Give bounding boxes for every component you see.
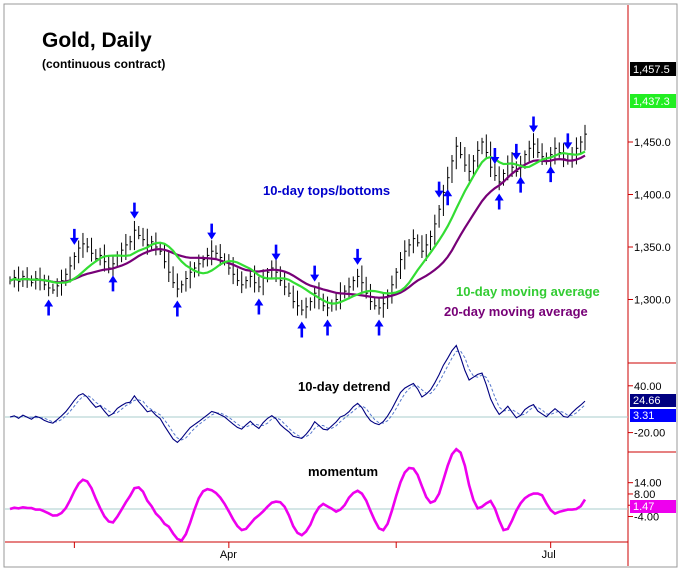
top-arrow [490,148,500,165]
detrend-title: 10-day detrend [298,379,391,394]
tops-bottoms-label: 10-day tops/bottoms [263,183,390,198]
momentum-tick-label: 8.00 [634,489,655,501]
detrend-box2-bg [630,409,676,422]
detrend-smoothed-line [9,350,586,441]
bottom-arrow [546,166,556,183]
chart-subtitle: (continuous contract) [42,57,165,71]
bottom-arrow [44,299,54,316]
last-price-box-bg [630,62,676,76]
ma20-label: 20-day moving average [444,304,588,319]
momentum-title: momentum [308,464,378,479]
momentum-box-bg [630,500,676,513]
tops-bottoms-arrows [44,116,573,338]
top-arrow [434,181,444,198]
x-tick-label: Apr [220,549,237,561]
ma10-label: 10-day moving average [456,284,600,299]
bottom-arrow [108,275,118,292]
last-price-box: 1,457.5 [630,62,676,76]
detrend-line [9,344,586,444]
detrend-last-value-2: 3.31 [633,410,654,422]
bottom-arrow [443,189,453,206]
bottom-arrow [516,176,526,193]
top-arrow [529,116,539,133]
momentum-last-value: 1.47 [633,501,654,513]
top-arrow [69,228,79,245]
momentum-last-box: 1.47 [630,500,676,513]
chart-title: Gold, Daily [42,29,152,52]
detrend-box1-bg [630,394,676,407]
price-tick-label: 1,450.0 [634,137,671,149]
momentum-line [9,447,587,543]
detrend-tick-label: 40.00 [634,381,662,393]
top-arrow [511,143,521,160]
top-arrow [129,202,139,219]
bottom-arrow [297,321,307,338]
price-tick-label: 1,300.0 [634,295,671,307]
ma10-line [9,150,586,305]
top-arrow [207,223,217,240]
top-arrow [563,133,573,150]
x-tick-label: Jul [542,549,556,561]
bottom-arrow [172,300,182,317]
top-arrow [310,265,320,282]
momentum-tick-label: 14.00 [634,478,662,490]
price-y-axis: 1,300.0 1,350.0 1,400.0 1,450.0 [628,137,671,307]
price-tick-label: 1,400.0 [634,190,671,202]
last-price-value: 1,457.5 [633,64,670,76]
momentum-tick-label: -4.00 [634,512,659,524]
detrend-last-boxes: 24.66 3.31 [630,394,676,422]
ma10-last-value: 1,437.3 [633,96,670,108]
ma10-last-box-bg [630,94,676,108]
detrend-last-value-1: 24.66 [633,395,661,407]
top-arrow [353,248,363,265]
detrend-tick-label: -20.00 [634,428,665,440]
ma10-last-box: 1,437.3 [630,94,676,108]
bottom-arrow [254,298,264,315]
price-tick-label: 1,350.0 [634,242,671,254]
x-axis: Apr Jul [73,542,556,561]
bottom-arrow [323,319,333,336]
detrend-y-axis: 40.00 -20.00 [628,381,665,440]
bottom-arrow [374,319,384,336]
bottom-arrow [494,193,504,210]
ma20-line [9,154,586,299]
top-arrow [271,244,281,261]
